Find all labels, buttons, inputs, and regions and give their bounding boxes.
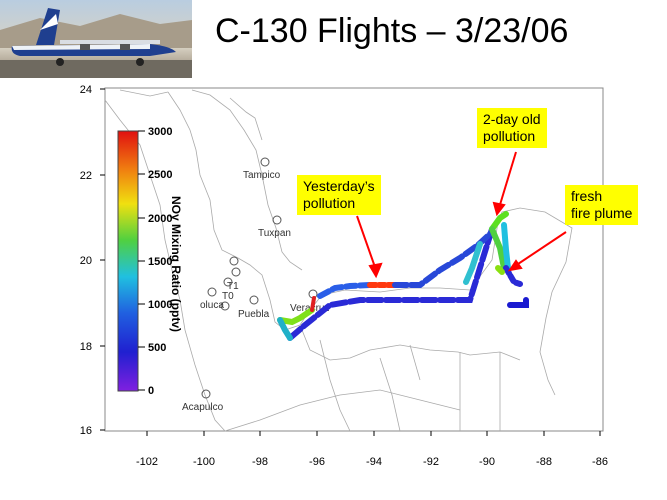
y-tick-label: 24	[80, 84, 92, 96]
x-tick-label: -92	[423, 456, 439, 468]
aircraft-photo	[0, 0, 192, 78]
callout-fresh: fresh fire plume	[565, 185, 639, 225]
callout-yesterday: Yesterday’s pollution	[297, 175, 381, 215]
callout-arrows	[356, 151, 567, 279]
city-label-puebla: Puebla	[238, 309, 270, 320]
x-tick-label: -100	[193, 456, 215, 468]
city-label-t1: T1	[227, 281, 239, 292]
y-tick-label: 16	[80, 425, 92, 437]
x-tick-label: -102	[136, 456, 158, 468]
x-tick-label: -86	[592, 456, 608, 468]
x-tick-label: -98	[252, 456, 268, 468]
city-label-tampico: Tampico	[243, 170, 281, 181]
flight-tracks	[277, 211, 529, 341]
airplane-icon	[11, 8, 176, 66]
colorbar: 3000 2500 2000 1500 1000 500 0	[117, 126, 172, 397]
x-tick-label: -94	[366, 456, 382, 468]
page-title: C-130 Flights – 3/23/06	[215, 12, 569, 50]
y-tick-label: 18	[80, 341, 92, 353]
colorbar-tick: 0	[148, 385, 154, 397]
city-label-acapulco: Acapulco	[182, 402, 224, 413]
city-label-toluca: oluca	[200, 300, 224, 311]
x-tick-label: -96	[309, 456, 325, 468]
y-tick-label: 22	[80, 170, 92, 182]
x-axis: -102 -100 -98 -96 -94 -92 -90 -88 -86	[136, 431, 608, 468]
y-tick-label: 20	[80, 255, 92, 267]
colorbar-tick: 2000	[148, 213, 172, 225]
x-tick-label: -88	[536, 456, 552, 468]
colorbar-tick: 3000	[148, 126, 172, 138]
colorbar-tick: 1000	[148, 299, 172, 311]
city-label-tuxpan: Tuxpan	[258, 228, 291, 239]
colorbar-title: NOy Mixing Ratio (pptv)	[169, 196, 183, 332]
colorbar-ramp	[117, 130, 139, 392]
x-tick-label: -90	[479, 456, 495, 468]
coastline	[104, 89, 573, 432]
colorbar-tick: 1500	[148, 256, 172, 268]
city-label-t0: T0	[222, 291, 234, 302]
callout-two-day: 2-day old pollution	[477, 108, 547, 148]
y-axis: 24 22 20 18 16	[80, 84, 105, 437]
colorbar-tick: 500	[148, 342, 166, 354]
colorbar-tick: 2500	[148, 169, 172, 181]
